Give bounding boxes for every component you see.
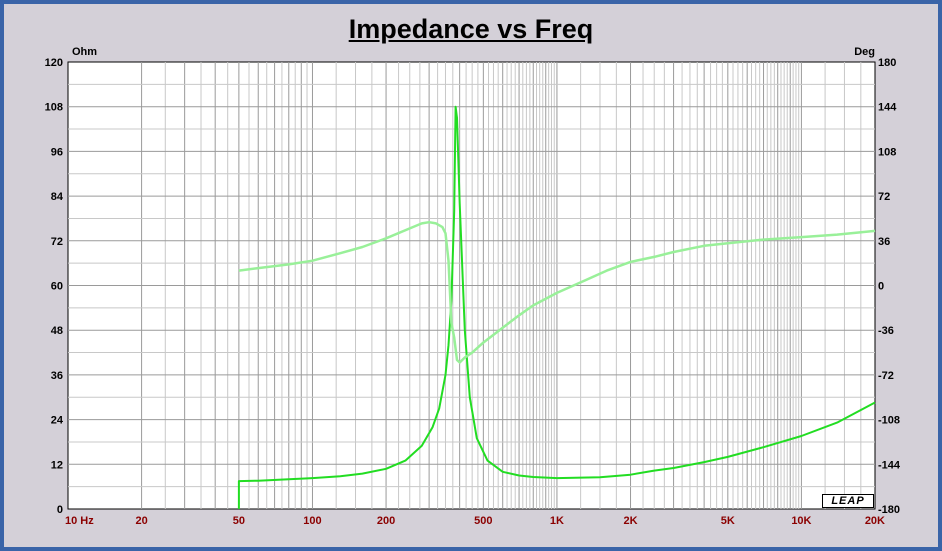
leap-logo-text: LEAP	[831, 495, 865, 507]
x-tick-label: 100	[303, 515, 321, 527]
right-tick-label: 108	[878, 146, 896, 158]
right-tick-label: 36	[878, 236, 890, 248]
left-tick-label: 48	[51, 325, 63, 337]
left-tick-label: 36	[51, 370, 63, 382]
right-tick-label: 72	[878, 191, 890, 203]
right-unit-label: Deg	[854, 46, 875, 58]
right-tick-label: 180	[878, 57, 896, 69]
right-tick-label: -180	[878, 504, 900, 516]
x-tick-label: 50	[233, 515, 245, 527]
grid-lines	[68, 62, 875, 509]
x-tick-label: 200	[377, 515, 395, 527]
x-tick-label: 2K	[623, 515, 637, 527]
left-tick-label: 24	[51, 415, 64, 427]
right-tick-label: 0	[878, 281, 884, 293]
left-tick-label: 108	[45, 102, 63, 114]
x-tick-label: 20K	[865, 515, 885, 527]
leap-logo: LEAP	[822, 494, 874, 508]
x-tick-label: 500	[474, 515, 492, 527]
right-tick-label: -72	[878, 370, 894, 382]
phase-curve	[238, 220, 876, 364]
left-tick-label: 96	[51, 146, 63, 158]
right-tick-label: 144	[878, 102, 897, 114]
x-tick-label: 20	[135, 515, 147, 527]
right-tick-label: -36	[878, 325, 894, 337]
impedance-curve	[237, 105, 876, 509]
left-unit-label: Ohm	[72, 46, 97, 58]
left-tick-label: 12	[51, 459, 63, 471]
left-tick-label: 72	[51, 236, 63, 248]
right-tick-label: -144	[878, 459, 901, 471]
left-tick-label: 0	[57, 504, 63, 516]
chart-title: Impedance vs Freq	[348, 14, 594, 44]
curves	[237, 105, 876, 509]
right-tick-label: -108	[878, 415, 900, 427]
left-tick-label: 60	[51, 281, 63, 293]
x-tick-label: 1K	[550, 515, 564, 527]
x-tick-label: 5K	[721, 515, 735, 527]
axis-labels: 0 12 24 36 48 60 72 84 96 108 120 -180 -144 -108 -72 -3…	[45, 57, 901, 527]
left-tick-label: 120	[45, 57, 63, 69]
x-tick-label: 10 Hz	[65, 515, 94, 527]
x-tick-label: 10K	[791, 515, 811, 527]
left-tick-label: 84	[51, 191, 64, 203]
